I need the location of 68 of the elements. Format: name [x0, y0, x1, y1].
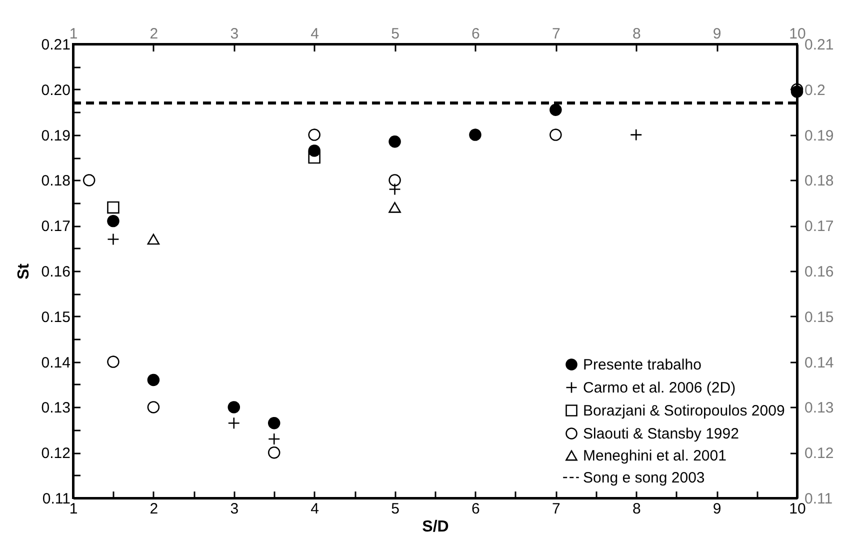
- legend-label: Song e song 2003: [583, 470, 705, 486]
- point: [469, 128, 482, 141]
- y-tick-label: 0.14: [41, 354, 70, 372]
- y-tick-label: 0.13: [41, 400, 70, 417]
- x-tick-label: 8: [632, 500, 641, 518]
- x2-tick-label: 10: [789, 26, 806, 42]
- x2-tick-label: 7: [552, 26, 560, 42]
- x2-tick-label: 3: [230, 26, 239, 42]
- y2-tick-label: 0.16: [804, 264, 834, 280]
- point: [550, 104, 562, 116]
- legend-label: Carmo et al. 2006 (2D): [583, 380, 736, 396]
- y2-tick-label: 0.13: [804, 400, 834, 417]
- x-tick-label: 6: [472, 500, 480, 518]
- x2-tick-label: 5: [391, 26, 400, 42]
- point: [268, 446, 280, 459]
- point: [388, 174, 401, 186]
- legend-label: Meneghini et al. 2001: [583, 448, 726, 464]
- y2-tick-label: 0.21: [804, 36, 834, 54]
- y-tick-label: 0.11: [42, 490, 70, 508]
- point: [308, 151, 320, 164]
- y2-tick-label: 0.17: [804, 218, 834, 236]
- point: [107, 356, 120, 368]
- y-tick-label: 0.21: [41, 36, 70, 54]
- x-tick-label: 3: [230, 500, 239, 518]
- legend-label: Slaouti & Stansby 1992: [583, 426, 739, 442]
- legend-label: Borazjani & Sotiropoulos 2009: [583, 402, 785, 420]
- y-axis-title: St: [15, 262, 32, 280]
- y2-tick-label: 0.14: [804, 354, 834, 372]
- y2-tick-label: 0.18: [804, 172, 834, 190]
- x-tick-label: 9: [712, 500, 722, 518]
- y2-tick-label: 0.19: [804, 127, 834, 144]
- y-tick-label: 0.12: [41, 445, 70, 462]
- point: [308, 128, 320, 141]
- point: [388, 202, 401, 213]
- x2-tick-label: 4: [310, 26, 320, 42]
- point: [228, 401, 240, 414]
- x-tick-label: 5: [391, 500, 400, 518]
- point: [388, 135, 401, 148]
- x-axis-title: S/D: [422, 518, 449, 536]
- x-tick-label: 7: [552, 500, 560, 518]
- point: [147, 234, 160, 245]
- y-tick-label: 0.19: [41, 127, 70, 144]
- x2-tick-label: 2: [150, 26, 158, 42]
- point: [550, 128, 562, 141]
- x2-tick-label: 8: [632, 26, 641, 42]
- x2-tick-label: 6: [472, 26, 480, 42]
- point: [147, 374, 160, 386]
- y2-tick-label: 0.12: [804, 445, 834, 462]
- point: [147, 401, 160, 414]
- y-tick-label: 0.17: [41, 218, 70, 236]
- y-tick-label: 0.20: [41, 82, 70, 99]
- y-tick-label: 0.16: [41, 264, 70, 280]
- x-tick-label: 4: [310, 500, 320, 518]
- y2-tick-label: 0.2: [804, 82, 826, 99]
- x2-tick-label: 1: [69, 26, 78, 42]
- x-tick-label: 2: [150, 500, 158, 518]
- point: [107, 214, 120, 228]
- x2-tick-label: 9: [712, 26, 722, 42]
- point: [82, 174, 96, 186]
- x-tick-label: 1: [69, 500, 78, 518]
- point: [107, 201, 120, 214]
- y-tick-label: 0.15: [41, 308, 70, 326]
- y-tick-label: 0.18: [41, 172, 70, 190]
- point: [268, 416, 280, 430]
- y2-tick-label: 0.15: [804, 308, 834, 326]
- legend-label: Presente trabalho: [583, 356, 702, 374]
- x-tick-label: 10: [789, 500, 806, 518]
- y2-tick-label: 0.11: [804, 490, 833, 508]
